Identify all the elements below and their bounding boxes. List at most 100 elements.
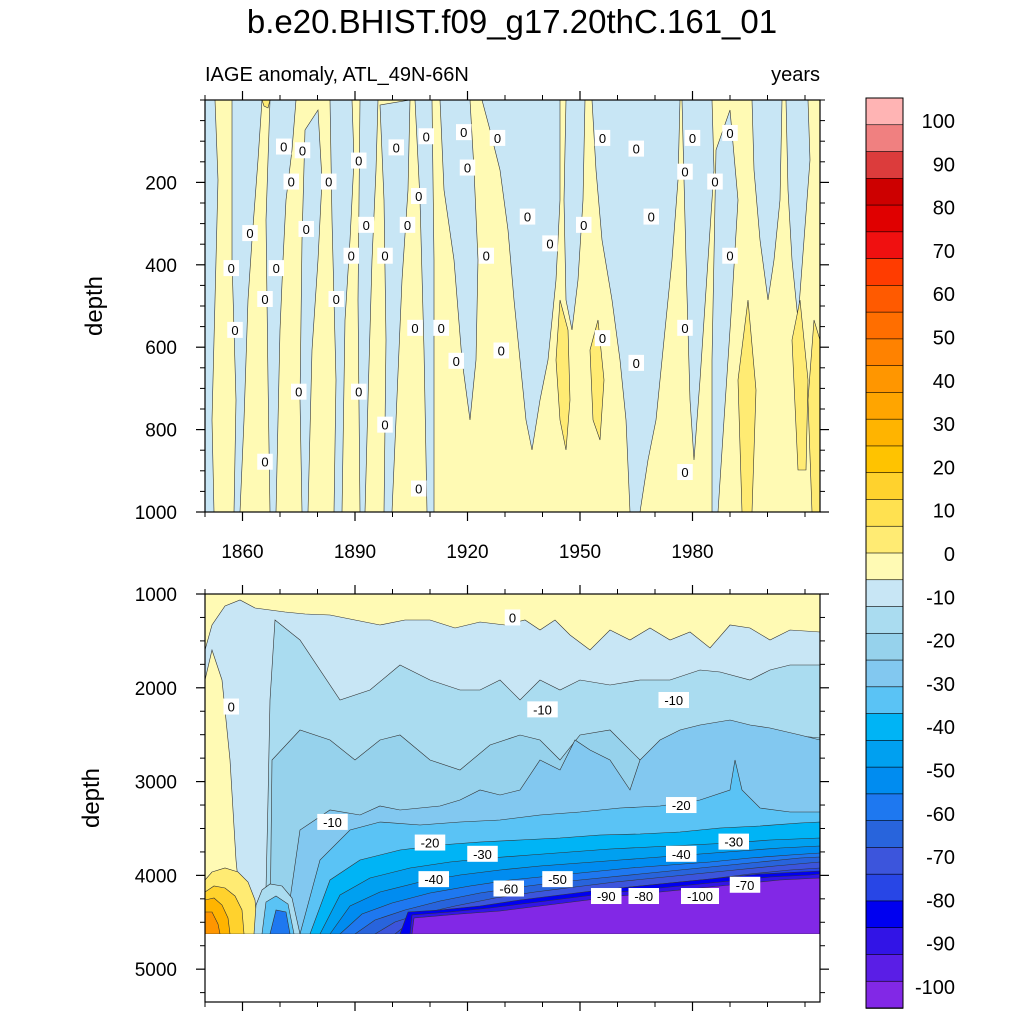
contour-label-box [456, 124, 472, 141]
contour-label-text: 0 [681, 165, 688, 180]
colorbar-swatch [865, 847, 904, 875]
contour-label: 0 [478, 247, 494, 264]
colorbar-swatch [865, 472, 904, 501]
chart-title: b.e20.BHIST.f09_g17.20thC.161_01 [247, 3, 777, 40]
colorbar-frame [865, 97, 904, 1009]
contour-label-box [677, 464, 693, 481]
contour-label: 0 [268, 260, 284, 277]
contour-label-text: -20 [421, 836, 440, 851]
contour-label-text: 0 [633, 142, 640, 157]
y-tick-label: 400 [145, 256, 177, 277]
contour-label: 0 [242, 225, 258, 242]
y-tick-label: 3000 [135, 773, 177, 794]
colorbar-label: 40 [933, 371, 955, 393]
colorbar-swatch [865, 151, 904, 180]
contour-label-text: 0 [355, 385, 362, 400]
colorbar-label: -100 [915, 977, 955, 999]
contour-label-text: 0 [509, 610, 516, 625]
contour-label-box [542, 235, 558, 252]
contour-label-box [542, 871, 573, 888]
contour-label: 0 [351, 383, 367, 400]
colorbar-label: -30 [926, 674, 955, 696]
contour-label: 0 [358, 216, 374, 233]
colorbar-swatch [865, 740, 904, 768]
contour-label-box [276, 138, 292, 155]
contour-label-box [643, 208, 659, 225]
colorbar-label: 10 [933, 501, 955, 523]
contour-label: 0 [411, 187, 427, 204]
contour-label: 0 [377, 416, 393, 433]
contour-label: 0 [223, 260, 239, 277]
contour-label-text: 0 [393, 140, 400, 155]
y-tick-label: 1000 [135, 503, 177, 524]
contour-label: 0 [257, 290, 273, 307]
colorbar-swatch [865, 499, 904, 528]
contour-label-box [489, 129, 506, 146]
contour-label-text: 0 [498, 343, 505, 358]
contour-label-text: -70 [736, 878, 755, 893]
contour-label-text: 0 [288, 175, 295, 190]
bottom-plot-frame [204, 593, 821, 1003]
contour-label-text: 0 [453, 354, 460, 369]
contour-label: -70 [729, 876, 761, 893]
contour-label-box [227, 321, 243, 338]
contour-label-box [493, 880, 524, 897]
contour-label-box [298, 220, 314, 237]
contour-label: -80 [628, 888, 659, 905]
contour-label-text: 0 [681, 465, 688, 480]
contour-label-box [418, 128, 434, 145]
contour-label-box [358, 216, 374, 233]
contour-label: 0 [677, 163, 693, 180]
top-panel: IAGE anomaly, ATL_49N-66N years [81, 64, 829, 563]
contour-label: -40 [418, 871, 449, 888]
contour-label-box [399, 216, 416, 233]
contour-label-text: 0 [381, 249, 388, 264]
colorbar-label: -10 [926, 587, 955, 609]
contour-label: 0 [283, 173, 299, 190]
contour-label-text: 0 [280, 140, 287, 155]
colorbar-swatch [865, 418, 904, 447]
colorbar-label: -40 [926, 717, 955, 739]
contour-label: 0 [493, 342, 509, 359]
contour-label: 0 [594, 330, 611, 347]
contour-label: 0 [456, 124, 472, 141]
contour-label-text: 0 [333, 292, 340, 307]
contour-label: 0 [298, 220, 314, 237]
contour-label-box [722, 247, 738, 264]
colorbar-label: 20 [933, 457, 955, 479]
contour-label-box [493, 342, 509, 359]
contour-label: 0 [628, 140, 644, 157]
contour-label-box [321, 173, 337, 190]
contour-label-text: 0 [228, 261, 235, 276]
y-tick-label: 4000 [135, 866, 177, 887]
contour-label: 0 [418, 128, 434, 145]
contour-label-box [377, 247, 393, 264]
contour-label-text: 0 [599, 131, 606, 146]
contour-label-box [504, 609, 521, 626]
colorbar-label: -50 [926, 761, 955, 783]
contour-label-text: 0 [689, 131, 696, 146]
contour-label: 0 [328, 290, 344, 307]
contour-label-box [707, 173, 723, 190]
contour-label-text: 0 [355, 154, 362, 169]
contour-label-box [527, 701, 558, 718]
contour-label-box [418, 871, 449, 888]
contour-label: -10 [527, 701, 558, 718]
contour-label: -60 [493, 880, 524, 897]
contour-label-text: 0 [261, 455, 268, 470]
contour-label-text: 0 [460, 125, 467, 140]
colorbar-swatch [865, 445, 904, 474]
colorbar-swatch [865, 659, 904, 688]
contour-label-text: -10 [323, 815, 342, 830]
contour-label-box [343, 247, 359, 264]
contour-label: 0 [411, 480, 427, 497]
contour-label-box [594, 330, 611, 347]
colorbar-label: -80 [926, 890, 955, 912]
contour-label: 0 [377, 247, 393, 264]
contour-label-text: 0 [580, 218, 587, 233]
contour-label-text: 0 [423, 129, 430, 144]
contour-label: 0 [684, 129, 701, 146]
contour-label-text: 0 [228, 700, 235, 715]
contour-label-text: -10 [533, 702, 552, 717]
